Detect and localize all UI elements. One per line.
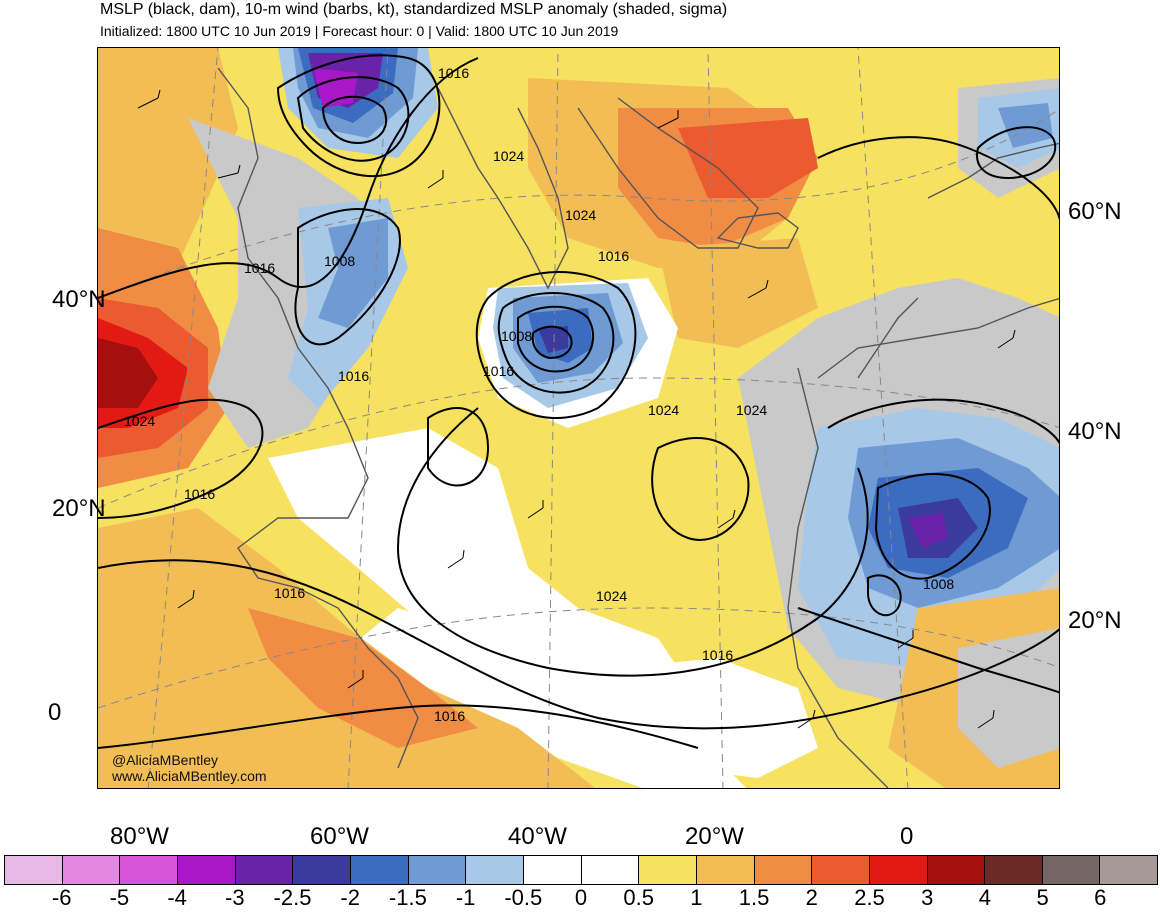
colorbar-swatch — [350, 856, 409, 884]
colorbar-tick-label: 3 — [921, 885, 934, 910]
chart-title: MSLP (black, dam), 10-m wind (barbs, kt)… — [100, 1, 728, 18]
colorbar-swatch — [696, 856, 755, 884]
wind-barbs — [137, 89, 1016, 729]
colorbar-tick-label: 1.5 — [738, 885, 770, 910]
colorbar-tick-label: 2 — [805, 885, 818, 910]
anomaly-shading — [98, 48, 1059, 788]
colorbar-tick-label: -3 — [225, 885, 245, 910]
lon-label: 60°W — [310, 823, 369, 850]
coastlines — [217, 67, 1059, 788]
contour-label: 1016 — [244, 260, 275, 276]
colorbar-swatch — [177, 856, 236, 884]
map-canvas: 1016 1024 1024 1016 1008 1016 1008 1016 … — [98, 48, 1059, 788]
colorbar-swatch — [523, 856, 582, 884]
colorbar-tick-label: -2.5 — [273, 885, 312, 910]
contour-label: 1008 — [923, 576, 954, 592]
colorbar-swatch — [869, 856, 928, 884]
colorbar-tick-label: -6 — [51, 885, 72, 910]
lat-label-right: 60°N — [1068, 198, 1122, 225]
colorbar-swatch — [812, 856, 870, 884]
colorbar-tick-label: 0 — [574, 885, 588, 910]
contour-label: 1016 — [438, 65, 469, 81]
graticule — [98, 48, 1059, 788]
colorbar-tick-label: -1.5 — [388, 885, 427, 910]
contour-label: 1016 — [434, 708, 465, 724]
contour-label: 1016 — [598, 248, 629, 264]
colorbar-tick-label: 1 — [690, 885, 703, 910]
credit-website: www.AliciaMBentley.com — [112, 768, 267, 784]
chart-subtitle: Initialized: 1800 UTC 10 Jun 2019 | Fore… — [100, 23, 619, 39]
colorbar-tick-label: -0.5 — [504, 885, 543, 910]
colorbar-tick-label: 0.5 — [623, 885, 654, 910]
contour-labels: 1016 1024 1024 1016 1008 1016 1008 1016 … — [124, 65, 954, 724]
contour-label: 1024 — [736, 402, 767, 418]
contour-label: 1016 — [483, 363, 514, 379]
contour-label: 1016 — [274, 585, 305, 601]
colorbar-swatch — [985, 856, 1043, 884]
mslp-contours — [98, 54, 1059, 749]
colorbar-swatch — [1042, 856, 1101, 884]
credit-handle: @AliciaMBentley — [112, 752, 219, 768]
lat-label-left: 20°N — [52, 495, 106, 522]
colorbar-tick-label: 2.5 — [854, 885, 885, 910]
contour-label: 1024 — [596, 588, 627, 604]
colorbar-swatch — [120, 856, 178, 884]
colorbar-swatch — [293, 856, 351, 884]
anomaly-colorbar — [4, 855, 1158, 885]
contour-label: 1024 — [124, 413, 155, 429]
colorbar-tick-label: 5 — [1036, 885, 1049, 910]
lat-label-left: 40°N — [52, 286, 106, 313]
colorbar-swatch — [466, 856, 524, 884]
lon-label: 20°W — [685, 823, 744, 850]
contour-label: 1016 — [184, 486, 215, 502]
lat-label-left: 0 — [48, 699, 62, 726]
colorbar-swatch — [927, 856, 986, 884]
contour-label: 1024 — [565, 207, 596, 223]
weather-map: 1016 1024 1024 1016 1008 1016 1008 1016 … — [97, 47, 1060, 789]
lat-label-right: 40°N — [1068, 418, 1122, 445]
contour-label: 1008 — [501, 328, 532, 344]
lat-label-right: 20°N — [1068, 607, 1122, 634]
contour-label: 1016 — [338, 368, 369, 384]
colorbar-swatch — [5, 856, 63, 884]
colorbar-tick-label: 6 — [1094, 885, 1107, 910]
colorbar-swatch — [754, 856, 813, 884]
lon-label: 40°W — [508, 823, 567, 850]
colorbar-tick-label: 4 — [978, 885, 992, 910]
colorbar-tick-label: -1 — [455, 885, 476, 910]
colorbar-swatch — [408, 856, 467, 884]
colorbar-tick-label: -5 — [109, 885, 130, 910]
colorbar-swatch — [235, 856, 294, 884]
contour-label: 1016 — [702, 647, 733, 663]
colorbar-tick-label: -4 — [167, 885, 187, 910]
colorbar-tick-label: -2 — [340, 885, 360, 910]
colorbar-swatch — [581, 856, 640, 884]
contour-label: 1008 — [324, 253, 355, 269]
colorbar-swatch — [1100, 856, 1158, 884]
lon-label: 80°W — [110, 823, 169, 850]
contour-label: 1024 — [493, 148, 524, 164]
colorbar-swatch — [639, 856, 697, 884]
colorbar-swatch — [62, 856, 121, 884]
contour-label: 1024 — [648, 402, 679, 418]
lon-label: 0 — [900, 823, 914, 850]
